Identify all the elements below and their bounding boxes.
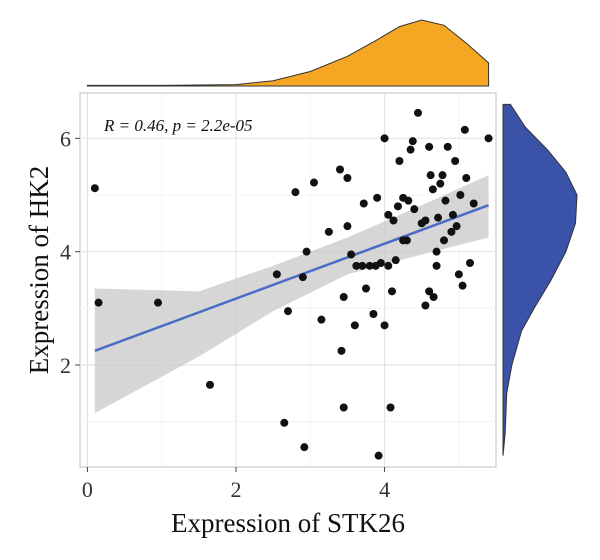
data-point [384,261,393,270]
data-point [324,227,333,236]
data-point [441,196,450,205]
data-point [395,157,404,165]
data-point [440,236,448,245]
data-point [369,310,378,318]
data-point [291,188,300,197]
data-point [90,184,99,193]
data-point [374,451,383,460]
data-point [317,315,326,324]
data-point [447,227,456,236]
x-axis-title: Expression of STK26 [171,508,405,538]
data-point [484,134,493,143]
data-point [302,247,311,256]
data-point [428,185,437,194]
data-point [94,298,103,307]
data-point [336,165,344,174]
data-point [365,261,374,270]
data-point [339,403,348,412]
data-point [462,174,471,182]
regression-line [94,204,490,353]
data-point [436,179,445,188]
data-point [406,145,415,154]
data-point [358,261,367,270]
top-marginal-density [86,19,490,87]
data-point [443,142,452,151]
data-point [350,321,359,330]
data-point [458,281,467,290]
data-point [421,301,430,310]
data-point [410,205,419,214]
correlation-annotation: R = 0.46, p = 2.2e-05 [103,116,253,135]
data-point [376,259,385,267]
data-point [408,137,417,146]
data-point [466,259,474,267]
data-point [425,142,434,151]
data-point [429,293,438,301]
data-point [388,287,396,296]
data-point [154,298,162,307]
data-point [391,256,400,265]
x-tick-label: 0 [82,477,93,502]
data-point [404,196,413,205]
data-point [343,174,352,182]
data-point [432,247,441,256]
y-axis-title: Expression of HK2 [24,166,54,374]
top-density-area [86,19,490,87]
data-point [380,134,389,143]
data-point [451,157,460,165]
confidence-band [94,175,489,414]
right-marginal-density [502,103,578,456]
data-point [434,213,443,222]
x-axis-ticks: 0 2 4 [82,467,390,502]
data-point [337,346,346,355]
data-point [425,287,434,296]
data-point [426,171,435,180]
y-axis-ticks: 2 4 6 [60,126,80,378]
data-point [298,273,307,282]
data-point [452,222,461,231]
data-point [272,270,281,279]
data-point [402,236,411,245]
data-point [347,250,356,259]
y-tick-label: 6 [60,126,71,151]
data-point [448,210,457,219]
data-point [456,191,465,199]
data-point [460,125,469,134]
data-point [373,193,382,202]
data-point [380,321,389,330]
x-tick-label: 2 [231,477,242,502]
x-tick-label: 4 [379,477,390,502]
data-point [454,270,463,279]
data-point [384,210,393,219]
data-point [438,171,447,180]
data-point [280,418,289,427]
data-point [432,261,441,270]
data-point [393,202,402,211]
y-tick-label: 4 [60,240,71,265]
data-point [339,293,348,301]
data-point [310,178,318,187]
data-point [414,108,422,117]
y-tick-label: 2 [60,353,71,378]
data-point [362,284,370,293]
data-point [469,199,478,208]
data-point [343,222,352,231]
data-point [389,216,398,225]
data-point [284,307,292,316]
data-point [421,216,430,225]
data-points [90,108,493,460]
data-point [386,403,395,412]
data-point [352,261,361,270]
data-point [300,443,309,452]
right-density-area [502,103,578,456]
data-point [206,380,214,389]
data-point [359,199,368,208]
